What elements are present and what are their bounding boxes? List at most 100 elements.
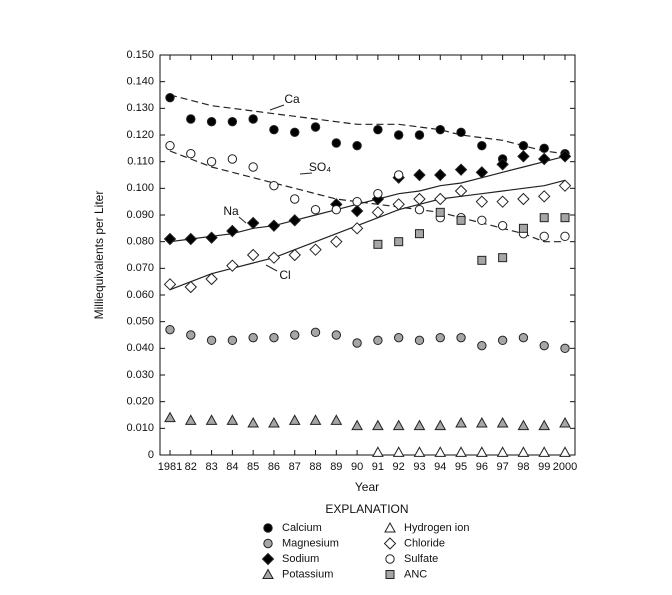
marker bbox=[184, 414, 197, 425]
x-tick-label: 87 bbox=[289, 461, 301, 473]
marker bbox=[331, 330, 342, 340]
marker bbox=[352, 338, 362, 348]
marker bbox=[456, 127, 466, 138]
marker bbox=[373, 239, 383, 249]
y-tick-label: 0.150 bbox=[126, 49, 154, 61]
marker bbox=[165, 140, 175, 151]
marker bbox=[455, 446, 467, 457]
marker bbox=[288, 248, 301, 262]
marker bbox=[186, 114, 196, 124]
marker bbox=[413, 446, 426, 457]
x-tick-label: 1981 bbox=[158, 461, 182, 473]
marker bbox=[330, 414, 343, 425]
x-tick-label: 88 bbox=[309, 461, 321, 473]
marker bbox=[330, 235, 343, 248]
marker bbox=[518, 332, 529, 343]
marker bbox=[456, 215, 466, 225]
leader-line bbox=[265, 264, 278, 272]
marker bbox=[434, 446, 447, 457]
trend-label: Na bbox=[223, 204, 239, 218]
marker bbox=[456, 332, 466, 343]
legend-label: Sodium bbox=[282, 553, 319, 565]
leader-line bbox=[269, 104, 285, 111]
marker bbox=[309, 243, 322, 256]
marker bbox=[247, 416, 260, 428]
marker bbox=[392, 446, 405, 457]
legend-label: Chloride bbox=[404, 537, 445, 549]
legend-marker bbox=[383, 537, 397, 550]
marker bbox=[310, 327, 321, 338]
x-tick-label: 91 bbox=[372, 461, 384, 473]
marker bbox=[269, 180, 279, 191]
marker bbox=[371, 206, 385, 219]
y-tick-label: 0.120 bbox=[126, 129, 154, 141]
marker bbox=[539, 213, 549, 223]
marker bbox=[475, 446, 488, 457]
marker bbox=[246, 216, 260, 230]
marker bbox=[352, 196, 362, 207]
marker bbox=[165, 324, 175, 335]
marker bbox=[309, 414, 322, 425]
marker bbox=[454, 184, 468, 198]
trend-label: SO₄ bbox=[309, 160, 331, 174]
marker bbox=[414, 335, 425, 346]
marker bbox=[559, 446, 571, 457]
legend-title: EXPLANATION bbox=[325, 502, 408, 516]
marker bbox=[477, 140, 487, 151]
marker bbox=[226, 414, 239, 425]
marker bbox=[517, 192, 530, 206]
marker bbox=[248, 162, 258, 172]
x-tick-label: 86 bbox=[268, 461, 280, 473]
marker bbox=[496, 158, 509, 171]
marker bbox=[163, 232, 177, 246]
marker bbox=[269, 124, 279, 135]
legend-label: Magnesium bbox=[282, 537, 339, 549]
x-tick-label: 97 bbox=[497, 461, 509, 473]
trend-label: Ca bbox=[284, 92, 300, 106]
x-tick-label: 82 bbox=[185, 461, 197, 473]
marker bbox=[290, 330, 300, 340]
marker bbox=[227, 154, 238, 164]
x-tick-label: 95 bbox=[455, 461, 467, 473]
leader-line bbox=[299, 172, 313, 175]
y-axis-title: Milliequivalents per Liter bbox=[92, 191, 106, 320]
marker bbox=[350, 222, 364, 235]
marker bbox=[290, 194, 300, 204]
marker bbox=[435, 332, 445, 343]
legend-marker bbox=[385, 570, 395, 579]
marker bbox=[518, 140, 529, 151]
marker bbox=[227, 335, 238, 346]
marker bbox=[351, 419, 363, 431]
marker bbox=[226, 259, 239, 272]
marker bbox=[226, 224, 239, 238]
x-tick-label: 2000 bbox=[553, 461, 577, 473]
marker bbox=[517, 419, 530, 431]
marker bbox=[538, 446, 551, 457]
x-tick-label: 92 bbox=[393, 461, 405, 473]
leader-line bbox=[238, 216, 247, 224]
marker bbox=[475, 166, 489, 179]
marker bbox=[163, 278, 177, 291]
marker bbox=[435, 124, 445, 135]
marker bbox=[496, 195, 509, 208]
marker bbox=[246, 248, 260, 262]
marker bbox=[269, 332, 279, 343]
marker bbox=[497, 220, 508, 231]
y-tick-label: 0.140 bbox=[126, 76, 154, 88]
marker bbox=[539, 231, 549, 242]
y-tick-label: 0.090 bbox=[126, 209, 154, 221]
y-tick-label: 0.050 bbox=[126, 316, 154, 328]
marker bbox=[518, 223, 528, 233]
marker bbox=[413, 192, 426, 206]
y-tick-label: 0.080 bbox=[126, 236, 154, 248]
y-tick-label: 0.070 bbox=[126, 262, 154, 274]
legend-marker bbox=[262, 568, 274, 579]
x-tick-label: 90 bbox=[351, 461, 363, 473]
marker bbox=[186, 148, 196, 159]
y-tick-label: 0.030 bbox=[126, 369, 154, 381]
marker bbox=[288, 214, 301, 227]
marker bbox=[413, 168, 426, 182]
marker bbox=[538, 419, 551, 431]
marker bbox=[392, 198, 405, 211]
y-tick-label: 0 bbox=[148, 449, 154, 461]
